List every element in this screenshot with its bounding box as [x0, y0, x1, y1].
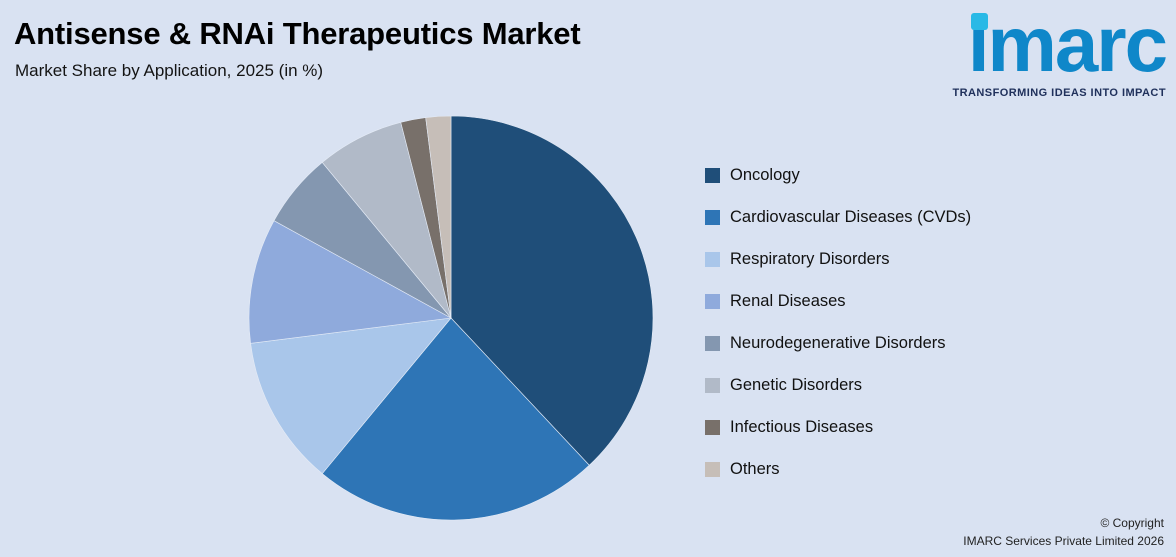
legend-item-5: Genetic Disorders	[705, 375, 971, 395]
pie-slice-0	[450, 115, 654, 466]
pie-slice-3	[248, 220, 452, 344]
legend-swatch	[705, 419, 720, 435]
legend-item-0: Oncology	[705, 165, 971, 185]
legend-label: Oncology	[730, 165, 800, 184]
legend-label: Others	[730, 459, 780, 478]
legend-swatch	[705, 377, 720, 393]
legend-item-6: Infectious Diseases	[705, 417, 971, 437]
legend-swatch	[705, 335, 720, 351]
legend-swatch	[705, 209, 720, 225]
legend-swatch	[705, 293, 720, 309]
legend-label: Renal Diseases	[730, 291, 846, 310]
legend-label: Infectious Diseases	[730, 417, 874, 436]
page-title: Antisense & RNAi Therapeutics Market	[14, 16, 581, 51]
legend-label: Neurodegenerative Disorders	[730, 333, 946, 352]
legend-item-2: Respiratory Disorders	[705, 249, 971, 269]
pie-chart-svg	[248, 115, 654, 521]
legend-item-7: Others	[705, 459, 971, 479]
pie-slice-1	[321, 317, 590, 521]
copyright-line1: © Copyright	[1100, 516, 1164, 530]
chart-legend: Oncology Cardiovascular Diseases (CVDs) Re…	[705, 165, 971, 501]
pie-chart	[247, 114, 655, 522]
copyright-line2: IMARC Services Private Limited 2026	[963, 534, 1164, 548]
legend-label: Respiratory Disorders	[730, 249, 890, 268]
legend-swatch	[705, 251, 720, 267]
legend-label: Cardiovascular Diseases (CVDs)	[730, 207, 972, 226]
legend-item-1: Cardiovascular Diseases (CVDs)	[705, 207, 971, 227]
copyright-notice: © Copyright IMARC Services Private Limit…	[963, 514, 1164, 550]
pie-slice-2	[250, 317, 452, 475]
legend-label: Genetic Disorders	[730, 375, 863, 394]
pie-slice-7	[425, 115, 452, 319]
imarc-logo-tagline: TRANSFORMING IDEAS INTO IMPACT	[952, 86, 1166, 99]
legend-item-3: Renal Diseases	[705, 291, 971, 311]
imarc-wordmark-wrap: imarc	[968, 3, 1168, 86]
imarc-logo-dot-icon	[970, 13, 988, 30]
legend-swatch	[705, 461, 720, 477]
legend-item-4: Neurodegenerative Disorders	[705, 333, 971, 353]
page-subtitle: Market Share by Application, 2025 (in %)	[15, 61, 324, 80]
imarc-logo: imarc TRANSFORMING IDEAS INTO IMPACT	[952, 3, 1168, 99]
legend-swatch	[705, 167, 720, 183]
imarc-logo-wordmark: imarc	[967, 0, 1168, 88]
